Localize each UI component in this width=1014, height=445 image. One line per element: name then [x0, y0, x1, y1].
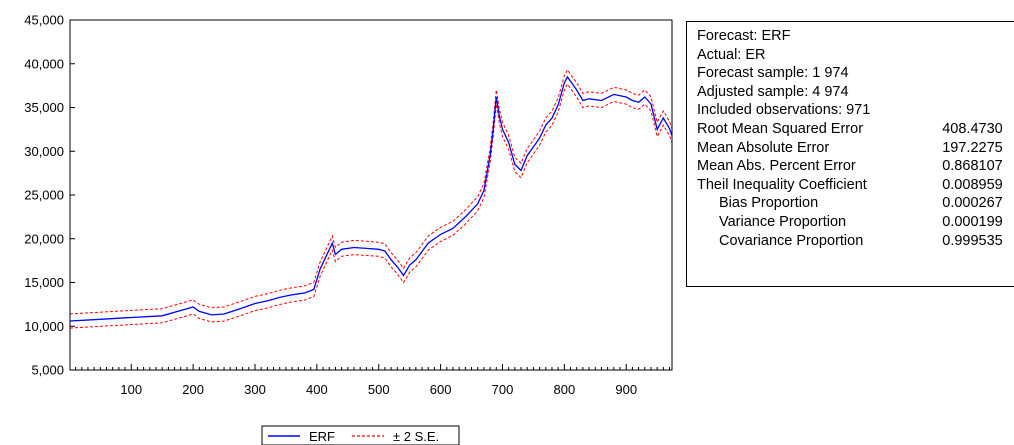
stat-row: Included observations: 971 — [697, 101, 1014, 120]
legend-erf-label: ERF — [309, 429, 335, 444]
stat-value — [942, 83, 1014, 102]
stat-value: 0.999535 — [942, 232, 1003, 249]
stat-row: Root Mean Squared Error 408.4730 — [697, 120, 1014, 139]
x-tick-label: 800 — [553, 382, 575, 397]
y-tick-label: 10,000 — [24, 319, 64, 334]
stat-label: Actual: ER — [697, 46, 766, 63]
y-tick-label: 20,000 — [24, 231, 64, 246]
x-tick-label: 500 — [368, 382, 390, 397]
stat-row: Variance Proportion 0.000199 — [697, 213, 1014, 232]
stat-row: Actual: ER — [697, 46, 1014, 65]
plot-frame — [69, 19, 673, 371]
forecast-chart: 5,000 10,000 15,000 20,000 25,000 30,000 35,00… — [24, 13, 673, 445]
stat-row: Forecast sample: 1 974 — [697, 64, 1014, 83]
stat-label: Covariance Proportion — [719, 232, 864, 249]
y-tick-label: 35,000 — [24, 100, 64, 115]
y-tick-label: 40,000 — [24, 56, 64, 71]
stat-label: Bias Proportion — [719, 195, 819, 212]
stat-row: Forecast: ERF — [697, 27, 1014, 46]
y-tick-label: 25,000 — [24, 188, 64, 203]
legend-box — [261, 425, 460, 445]
chart-legend: ERF ± 2 S.E. — [261, 425, 460, 445]
x-tick-label: 100 — [120, 382, 142, 397]
stat-row: Bias Proportion 0.000267 — [697, 194, 1014, 213]
stat-value — [942, 27, 1014, 46]
stat-value: 197.2275 — [942, 139, 1003, 156]
se-band-upper — [69, 68, 673, 315]
stat-row: Covariance Proportion 0.999535 — [697, 232, 1014, 251]
x-tick-label: 400 — [306, 382, 328, 397]
stat-value — [942, 64, 1014, 83]
stat-label: Mean Absolute Error — [697, 139, 830, 156]
stat-label: Forecast sample: 1 974 — [697, 65, 849, 82]
x-tick-label: 900 — [615, 382, 637, 397]
stat-value: 0.000199 — [942, 213, 1003, 230]
se-band-lower — [69, 83, 673, 329]
y-tick-label: 5,000 — [31, 363, 64, 378]
stat-label: Theil Inequality Coefficient — [697, 176, 867, 193]
stat-value: 0.008959 — [942, 176, 1003, 193]
stat-row: Adjusted sample: 4 974 — [697, 83, 1014, 102]
x-tick-label: 700 — [492, 382, 514, 397]
stat-label: Included observations: 971 — [697, 102, 871, 119]
stat-label: Root Mean Squared Error — [697, 120, 864, 137]
y-tick-label: 45,000 — [24, 13, 64, 28]
se-bands — [69, 68, 673, 329]
stat-value: 408.4730 — [942, 120, 1003, 137]
stat-value: 0.000267 — [942, 195, 1003, 212]
chart-axes: 5,000 10,000 15,000 20,000 25,000 30,000 35,00… — [24, 13, 673, 397]
y-tick-label: 15,000 — [24, 275, 64, 290]
forecast-series — [69, 75, 673, 322]
erf-line — [69, 75, 673, 322]
stat-value — [942, 101, 1014, 120]
x-tick-label: 300 — [244, 382, 266, 397]
y-tick-label: 30,000 — [24, 144, 64, 159]
stat-label: Forecast: ERF — [697, 28, 791, 44]
stat-row: Mean Absolute Error 197.2275 — [697, 139, 1014, 158]
stat-value — [942, 46, 1014, 65]
x-tick-label: 200 — [182, 382, 204, 397]
stat-label: Variance Proportion — [719, 213, 847, 230]
stat-label: Mean Abs. Percent Error — [697, 158, 856, 175]
stat-row: Theil Inequality Coefficient 0.008959 — [697, 176, 1014, 195]
stat-label: Adjusted sample: 4 974 — [697, 83, 849, 100]
stat-row: Mean Abs. Percent Error 0.868107 — [697, 157, 1014, 176]
stat-value: 0.868107 — [942, 158, 1003, 175]
legend-se-label: ± 2 S.E. — [393, 429, 439, 444]
forecast-statistics-panel: Forecast: ERF Actual: ER Forecast sample: … — [686, 21, 1014, 287]
x-tick-label: 600 — [430, 382, 452, 397]
